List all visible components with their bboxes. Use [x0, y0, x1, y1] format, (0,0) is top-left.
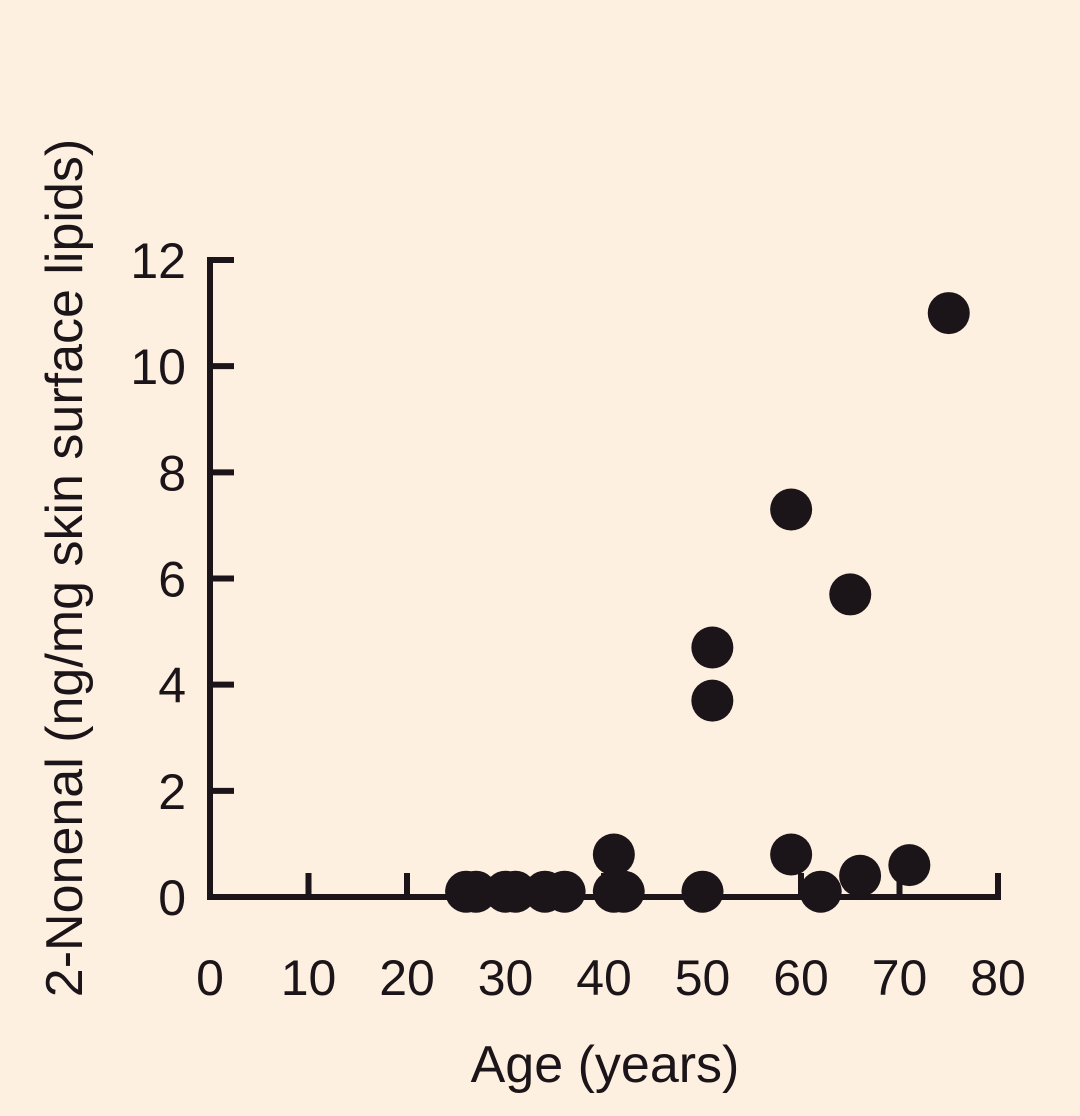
y-tick-label: 8: [158, 445, 186, 501]
x-tick-label: 60: [773, 950, 829, 1006]
data-point: [543, 870, 586, 913]
data-point: [927, 292, 970, 335]
y-tick-label: 0: [158, 870, 186, 926]
x-tick-label: 0: [196, 950, 224, 1006]
y-axis-title: 2-Nonenal (ng/mg skin surface lipids): [36, 139, 94, 997]
data-point: [888, 844, 931, 887]
data-point: [691, 626, 734, 669]
x-axis-title: Age (years): [471, 1036, 740, 1094]
y-tick-label: 6: [158, 552, 186, 608]
data-point: [602, 870, 645, 913]
data-point: [770, 833, 813, 876]
y-tick-label: 10: [130, 339, 186, 395]
y-tick-label: 12: [130, 233, 186, 289]
data-points: [445, 292, 970, 913]
y-tick-label: 2: [158, 764, 186, 820]
data-point: [799, 870, 842, 913]
x-tick-label: 50: [675, 950, 731, 1006]
x-tick-label: 40: [576, 950, 632, 1006]
x-tick-label: 10: [281, 950, 337, 1006]
tick-labels: 0 10 20 30 40 50 60 70 80 0 2 4 6 8 10 12: [130, 233, 1025, 1006]
x-tick-label: 20: [379, 950, 435, 1006]
data-point: [494, 870, 537, 913]
x-tick-label: 30: [478, 950, 534, 1006]
data-point: [454, 870, 497, 913]
data-point: [839, 854, 882, 897]
data-point: [829, 573, 872, 616]
x-tick-label: 80: [970, 950, 1026, 1006]
data-point: [592, 833, 635, 876]
x-tick-label: 70: [872, 950, 928, 1006]
data-point: [770, 488, 813, 531]
y-tick-label: 4: [158, 658, 186, 714]
data-point: [691, 679, 734, 722]
data-point: [681, 870, 724, 913]
